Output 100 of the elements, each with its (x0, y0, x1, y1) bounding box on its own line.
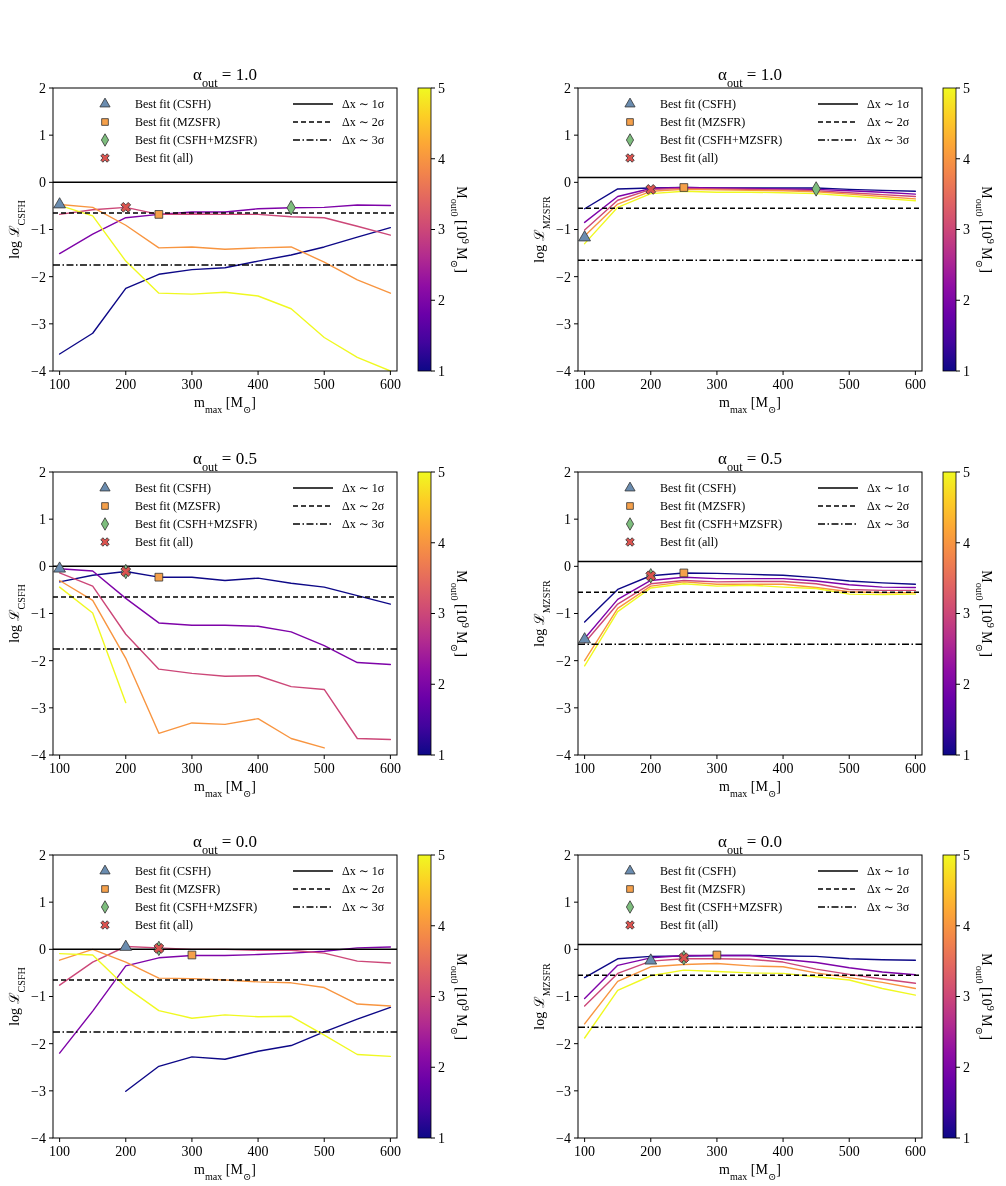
y-tick-label: 2 (39, 847, 46, 863)
color-bar-label: 2 (963, 293, 970, 309)
x-tick-label: 600 (379, 1144, 401, 1159)
legend-label: Best fit (MZSFR) (135, 882, 221, 897)
legend-label: Best fit (CSFH+MZSFR) (660, 900, 783, 915)
x-tick-label: 600 (904, 761, 926, 776)
legend-label: Best fit (CSFH+MZSFR) (135, 517, 258, 532)
legend-label: Best fit (CSFH+MZSFR) (660, 517, 783, 532)
color-bar-label: 5 (963, 80, 970, 96)
y-tick-label: −3 (556, 700, 571, 716)
x-tick-label: 500 (838, 377, 860, 392)
color-bar-label: 4 (963, 918, 970, 934)
x-tick-label: 500 (313, 377, 335, 392)
legend-label: Δx ∼ 2σ (867, 115, 910, 130)
x-tick-label: 100 (49, 377, 71, 392)
color-bar-label: 2 (963, 1060, 970, 1076)
color-bar-label: 3 (963, 989, 970, 1005)
x-axis-title: m$_{max}$ [M$_{⊙}$] (194, 779, 256, 799)
legend-label: Δx ∼ 1σ (867, 97, 910, 112)
x-tick-label: 200 (115, 1144, 137, 1159)
y-tick-label: −2 (556, 653, 571, 669)
legend-label: Δx ∼ 3σ (867, 133, 910, 148)
legend-label: Best fit (all) (135, 535, 193, 550)
y-tick-label: 1 (564, 895, 571, 911)
y-tick-label: 1 (39, 895, 46, 911)
y-tick-label: 0 (39, 559, 46, 575)
color-bar-label: 4 (438, 151, 445, 167)
y-tick-label: −2 (31, 269, 46, 285)
y-tick-label: 2 (564, 464, 571, 480)
color-bar-label: 5 (438, 464, 445, 480)
legend-label: Δx ∼ 3σ (342, 517, 385, 532)
x-tick-label: 200 (640, 761, 662, 776)
legend-label: Δx ∼ 1σ (867, 864, 910, 879)
x-tick-label: 400 (772, 1144, 794, 1159)
color-bar-label: 5 (438, 847, 445, 863)
legend-label: Best fit (CSFH+MZSFR) (135, 133, 258, 148)
color-bar-label: 2 (438, 293, 445, 309)
x-tick-label: 400 (772, 761, 794, 776)
color-bar-label: 1 (963, 747, 970, 763)
y-tick-label: 0 (39, 175, 46, 191)
legend-label: Δx ∼ 3σ (867, 900, 910, 915)
y-tick-label: −1 (31, 989, 46, 1005)
color-bar-label: 3 (963, 222, 970, 238)
y-tick-label: 2 (564, 80, 571, 96)
color-bar-label: 4 (963, 535, 970, 551)
color-bar-label: 3 (438, 606, 445, 622)
legend-label: Best fit (CSFH) (135, 97, 212, 112)
legend-label: Best fit (all) (135, 151, 193, 166)
legend-label: Best fit (all) (135, 918, 193, 933)
color-bar-label: 2 (963, 677, 970, 693)
x-tick-label: 100 (574, 377, 596, 392)
y-tick-label: −3 (31, 1083, 46, 1099)
color-bar-label: 5 (438, 80, 445, 96)
legend-label: Best fit (CSFH+MZSFR) (660, 133, 783, 148)
legend-label: Δx ∼ 2σ (342, 882, 385, 897)
x-tick-label: 300 (706, 761, 728, 776)
legend-label: Best fit (CSFH) (660, 864, 737, 879)
legend-label: Δx ∼ 3σ (342, 133, 385, 148)
legend-label: Δx ∼ 3σ (867, 517, 910, 532)
legend-label: Best fit (all) (660, 918, 718, 933)
color-bar-label: 5 (963, 847, 970, 863)
x-tick-label: 100 (49, 761, 71, 776)
chart-title: α$_{out}$ = 1.0 (718, 65, 782, 90)
x-tick-label: 100 (49, 1144, 71, 1159)
color-bar-label: 4 (963, 151, 970, 167)
color-bar-label: 4 (438, 918, 445, 934)
legend-label: Best fit (CSFH) (660, 481, 737, 496)
x-axis-title: m$_{max}$ [M$_{⊙}$] (719, 1162, 781, 1182)
y-tick-label: −3 (31, 700, 46, 716)
x-tick-label: 600 (904, 1144, 926, 1159)
legend-label: Δx ∼ 3σ (342, 900, 385, 915)
y-tick-label: −4 (31, 1130, 46, 1146)
chart-title: α$_{out}$ = 0.5 (718, 449, 782, 474)
color-bar-label: 5 (963, 464, 970, 480)
color-bar-label: 1 (438, 363, 445, 379)
color-bar-label: 2 (438, 1060, 445, 1076)
y-tick-label: −1 (31, 222, 46, 238)
legend-label: Best fit (all) (660, 151, 718, 166)
legend-label: Best fit (MZSFR) (660, 882, 746, 897)
chart-title: α$_{out}$ = 0.5 (193, 449, 257, 474)
legend-label: Best fit (MZSFR) (660, 115, 746, 130)
x-tick-label: 200 (640, 1144, 662, 1159)
color-bar-label: 3 (963, 606, 970, 622)
y-tick-label: −3 (556, 1083, 571, 1099)
color-bar-label: 3 (438, 222, 445, 238)
y-tick-label: 2 (39, 80, 46, 96)
chart-title: α$_{out}$ = 0.0 (193, 832, 257, 857)
y-tick-label: 0 (564, 942, 571, 958)
x-tick-label: 500 (313, 1144, 335, 1159)
y-tick-label: −1 (31, 606, 46, 622)
y-tick-label: 1 (564, 128, 571, 144)
y-tick-label: −1 (556, 989, 571, 1005)
x-axis-title: m$_{max}$ [M$_{⊙}$] (719, 779, 781, 799)
legend-label: Best fit (CSFH) (135, 481, 212, 496)
x-tick-label: 500 (313, 761, 335, 776)
color-bar-label: 2 (438, 677, 445, 693)
chart-title: α$_{out}$ = 1.0 (193, 65, 257, 90)
y-tick-label: −2 (31, 1036, 46, 1052)
color-bar-label: 1 (963, 363, 970, 379)
y-tick-label: −3 (31, 316, 46, 332)
